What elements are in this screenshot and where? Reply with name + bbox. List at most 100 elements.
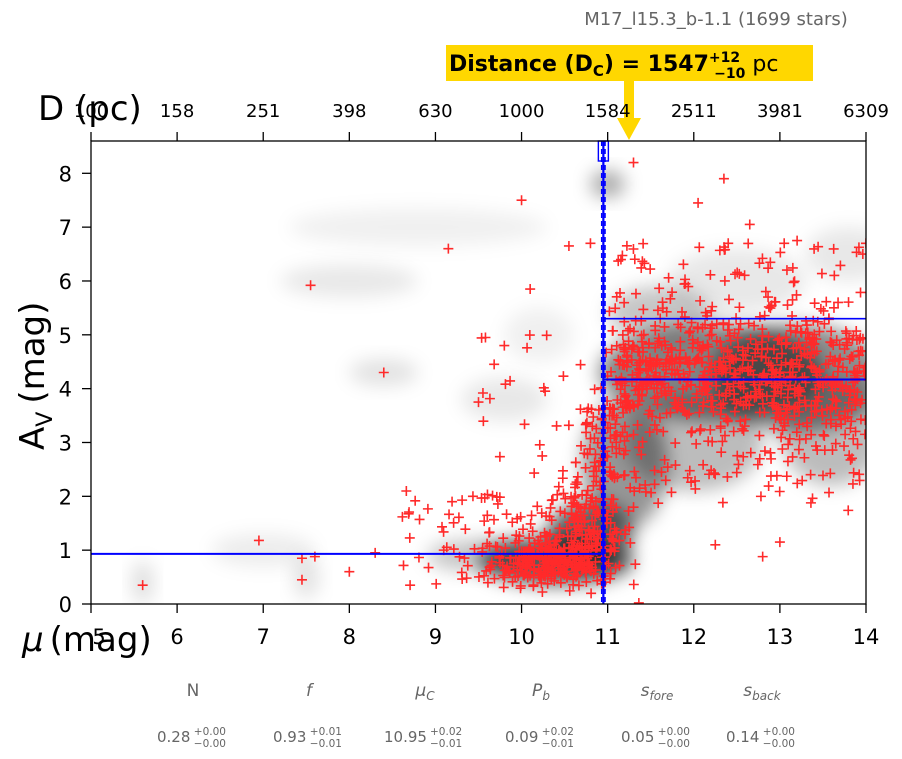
star-marker bbox=[519, 419, 530, 430]
star-marker bbox=[830, 421, 841, 432]
x-tick-label: 6 bbox=[170, 625, 183, 649]
star-marker bbox=[537, 450, 548, 461]
star-marker bbox=[707, 436, 718, 447]
star-marker bbox=[708, 468, 719, 479]
star-marker bbox=[692, 323, 703, 334]
star-marker bbox=[628, 429, 639, 440]
star-marker bbox=[851, 247, 862, 258]
star-marker bbox=[612, 472, 623, 483]
y-tick-label: 5 bbox=[59, 324, 72, 348]
star-marker bbox=[378, 367, 389, 378]
star-marker bbox=[553, 561, 564, 572]
star-marker bbox=[765, 257, 776, 268]
star-marker bbox=[754, 453, 765, 464]
top-tick-label: 251 bbox=[246, 101, 280, 122]
y-tick-label: 0 bbox=[59, 593, 72, 617]
star-marker bbox=[735, 416, 746, 427]
star-marker bbox=[791, 427, 802, 438]
y-axis-label: AV (mag) bbox=[13, 302, 58, 450]
star-marker bbox=[749, 379, 760, 390]
star-marker bbox=[588, 471, 599, 482]
star-marker bbox=[843, 505, 854, 516]
star-marker bbox=[794, 397, 805, 408]
star-marker bbox=[501, 509, 512, 520]
star-marker bbox=[830, 438, 841, 449]
star-marker bbox=[780, 407, 791, 418]
star-marker bbox=[666, 342, 677, 353]
star-marker bbox=[755, 389, 766, 400]
star-marker bbox=[422, 503, 433, 514]
star-marker bbox=[660, 339, 671, 350]
star-marker bbox=[524, 330, 535, 341]
star-marker bbox=[821, 418, 832, 429]
x-tick-label: 14 bbox=[853, 625, 880, 649]
star-marker bbox=[680, 352, 691, 363]
star-marker bbox=[850, 426, 861, 437]
star-marker bbox=[564, 585, 575, 596]
star-marker bbox=[623, 506, 634, 517]
star-marker bbox=[732, 332, 743, 343]
star-marker bbox=[469, 543, 480, 554]
star-marker bbox=[534, 572, 545, 583]
x-axis: 5 6 7 8 9 10 11 12 13 14 bbox=[90, 604, 880, 649]
star-marker bbox=[792, 321, 803, 332]
parameter-value: 0.09 bbox=[505, 728, 538, 746]
star-marker bbox=[705, 424, 716, 435]
star-marker bbox=[714, 389, 725, 400]
star-marker bbox=[819, 445, 830, 456]
parameter-minus-error: −0.00 bbox=[763, 738, 795, 750]
star-marker bbox=[847, 453, 858, 464]
star-marker bbox=[502, 561, 513, 572]
star-marker bbox=[825, 404, 836, 415]
star-marker bbox=[624, 522, 635, 533]
star-marker bbox=[692, 353, 703, 364]
star-marker bbox=[800, 433, 811, 444]
star-marker bbox=[692, 337, 703, 348]
star-marker bbox=[740, 350, 751, 361]
star-marker bbox=[592, 437, 603, 448]
star-marker bbox=[542, 578, 553, 589]
star-marker bbox=[797, 475, 808, 486]
y-axis-label-sub: V bbox=[33, 412, 58, 427]
star-marker bbox=[652, 399, 663, 410]
star-marker bbox=[630, 472, 641, 483]
star-marker bbox=[614, 535, 625, 546]
star-marker bbox=[423, 562, 434, 573]
star-marker bbox=[576, 440, 587, 451]
star-marker bbox=[819, 318, 830, 329]
star-marker bbox=[706, 305, 717, 316]
star-marker bbox=[644, 353, 655, 364]
star-marker bbox=[580, 462, 591, 473]
star-marker bbox=[460, 524, 471, 535]
chart-title: M17_l15.3_b-1.1 (1699 stars) bbox=[584, 9, 848, 30]
star-marker bbox=[801, 418, 812, 429]
star-marker bbox=[840, 413, 851, 424]
star-marker bbox=[755, 491, 766, 502]
star-marker bbox=[828, 243, 839, 254]
star-marker bbox=[344, 566, 355, 577]
star-marker bbox=[724, 356, 735, 367]
star-marker bbox=[529, 565, 540, 576]
star-marker bbox=[700, 384, 711, 395]
star-marker bbox=[607, 441, 618, 452]
star-marker bbox=[829, 356, 840, 367]
star-marker bbox=[607, 325, 618, 336]
parameter-plus-error: +0.01 bbox=[310, 726, 342, 738]
star-marker bbox=[549, 575, 560, 586]
star-marker bbox=[662, 462, 673, 473]
x-axis-label-unit: (mag) bbox=[50, 620, 152, 660]
star-marker bbox=[617, 329, 628, 340]
star-marker bbox=[769, 381, 780, 392]
star-marker bbox=[611, 502, 622, 513]
star-marker bbox=[528, 580, 539, 591]
y-axis-label-unit: (mag) bbox=[13, 302, 53, 404]
star-marker bbox=[516, 195, 527, 206]
star-marker bbox=[628, 244, 639, 255]
star-marker bbox=[684, 465, 695, 476]
star-marker bbox=[818, 382, 829, 393]
parameter-minus-error: −0.01 bbox=[542, 738, 574, 750]
star-marker bbox=[666, 354, 677, 365]
parameter-name: N bbox=[187, 681, 200, 701]
star-marker bbox=[559, 508, 570, 519]
star-marker bbox=[611, 448, 622, 459]
